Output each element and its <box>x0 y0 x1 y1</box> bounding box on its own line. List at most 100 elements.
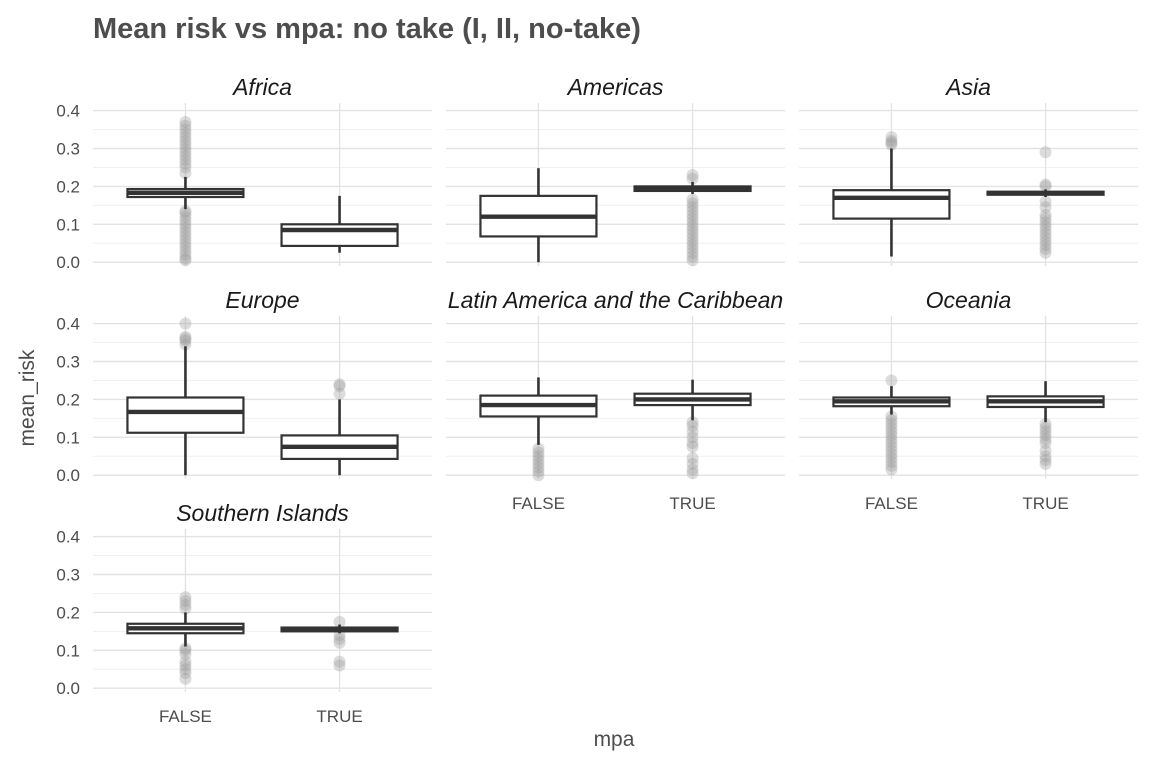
outlier-point <box>686 208 699 221</box>
facet-panel: Oceania FALSE TRUE <box>799 287 1138 513</box>
outlier-point <box>179 248 192 261</box>
y-tick-label: 0.3 <box>56 139 80 158</box>
outlier-point <box>179 317 192 330</box>
box-false <box>832 374 951 476</box>
outlier-point <box>179 229 192 242</box>
box-false <box>126 591 245 685</box>
outlier-point <box>885 136 898 149</box>
outlier-point <box>532 450 545 463</box>
outlier-point <box>686 242 699 255</box>
outlier-point <box>686 193 699 206</box>
outlier-point <box>885 436 898 449</box>
outlier-point <box>686 254 699 267</box>
box-true <box>986 381 1105 470</box>
outlier-point <box>686 436 699 449</box>
outlier-point <box>885 455 898 468</box>
outlier-point <box>686 197 699 210</box>
box-true <box>280 615 399 672</box>
outlier-point <box>686 231 699 244</box>
outlier-point <box>179 252 192 265</box>
outlier-point <box>179 233 192 246</box>
outlier-point <box>885 410 898 423</box>
facet-panels: Africa 0.0 0.1 0.2 0.3 0.4 Americas Asia Europe 0… <box>56 74 1138 726</box>
facet-strip-label: Latin America and the Caribbean <box>448 287 783 313</box>
outlier-point <box>885 459 898 472</box>
outlier-point <box>885 440 898 453</box>
outlier-point <box>1039 180 1052 193</box>
outlier-point <box>686 172 699 185</box>
outlier-point <box>179 225 192 238</box>
outlier-point <box>179 206 192 219</box>
y-tick-label: 0.2 <box>56 177 80 196</box>
outlier-point <box>885 131 898 144</box>
outlier-point <box>179 161 192 174</box>
box-true <box>633 379 752 480</box>
outlier-point <box>179 222 192 235</box>
y-tick-label: 0.1 <box>56 428 80 447</box>
outlier-point <box>686 205 699 218</box>
outlier-point <box>1039 429 1052 442</box>
box-true <box>986 146 1105 259</box>
outlier-point <box>1039 146 1052 159</box>
chart-title: Mean risk vs mpa: no take (I, II, no-tak… <box>93 13 641 45</box>
outlier-point <box>1039 231 1052 244</box>
outlier-point <box>885 374 898 387</box>
box-true <box>280 378 399 476</box>
outlier-point <box>885 134 898 147</box>
outlier-point <box>885 425 898 438</box>
outlier-point <box>179 157 192 170</box>
outlier-point <box>179 123 192 136</box>
outlier-point <box>179 598 192 611</box>
outlier-point <box>686 250 699 263</box>
outlier-point <box>885 463 898 476</box>
outlier-point <box>179 153 192 166</box>
outlier-point <box>1039 454 1052 467</box>
x-tick-label: TRUE <box>316 707 362 726</box>
outlier-point <box>1039 208 1052 221</box>
box-iqr <box>832 189 951 220</box>
outlier-point <box>1039 421 1052 434</box>
outlier-point <box>179 644 192 657</box>
outlier-point <box>885 421 898 434</box>
outlier-point <box>686 223 699 236</box>
outlier-point <box>885 138 898 151</box>
outlier-point <box>1039 425 1052 438</box>
outlier-point <box>1039 227 1052 240</box>
outlier-point <box>532 442 545 455</box>
outlier-point <box>179 667 192 680</box>
outlier-point <box>1039 239 1052 252</box>
outlier-point <box>885 418 898 431</box>
outlier-point <box>885 433 898 446</box>
outlier-point <box>532 446 545 459</box>
y-tick-label: 0.4 <box>56 102 80 121</box>
outlier-point <box>179 138 192 151</box>
x-tick-label: FALSE <box>159 707 212 726</box>
facet-strip-label: Americas <box>566 74 664 100</box>
outlier-point <box>179 237 192 250</box>
outlier-point <box>1039 201 1052 214</box>
y-tick-label: 0.2 <box>56 390 80 409</box>
outlier-point <box>532 461 545 474</box>
facet-strip-label: Oceania <box>926 287 1012 313</box>
x-tick-label: FALSE <box>512 494 565 513</box>
outlier-point <box>686 431 699 444</box>
outlier-point <box>1039 195 1052 208</box>
y-tick-label: 0.0 <box>56 253 80 272</box>
outlier-point <box>686 463 699 476</box>
box-iqr <box>280 223 399 248</box>
facet-panel: Europe 0.0 0.1 0.2 0.3 0.4 <box>56 287 432 485</box>
outlier-point <box>1039 450 1052 463</box>
outlier-point <box>1039 444 1052 457</box>
outlier-point <box>179 591 192 604</box>
y-tick-label: 0.0 <box>56 466 80 485</box>
outlier-point <box>686 246 699 259</box>
x-tick-label: FALSE <box>865 494 918 513</box>
outlier-point <box>179 205 192 218</box>
outlier-point <box>179 663 192 676</box>
outlier-point <box>1039 220 1052 233</box>
outlier-point <box>179 146 192 159</box>
outlier-point <box>885 444 898 457</box>
y-tick-label: 0.3 <box>56 565 80 584</box>
box-false <box>832 131 951 257</box>
